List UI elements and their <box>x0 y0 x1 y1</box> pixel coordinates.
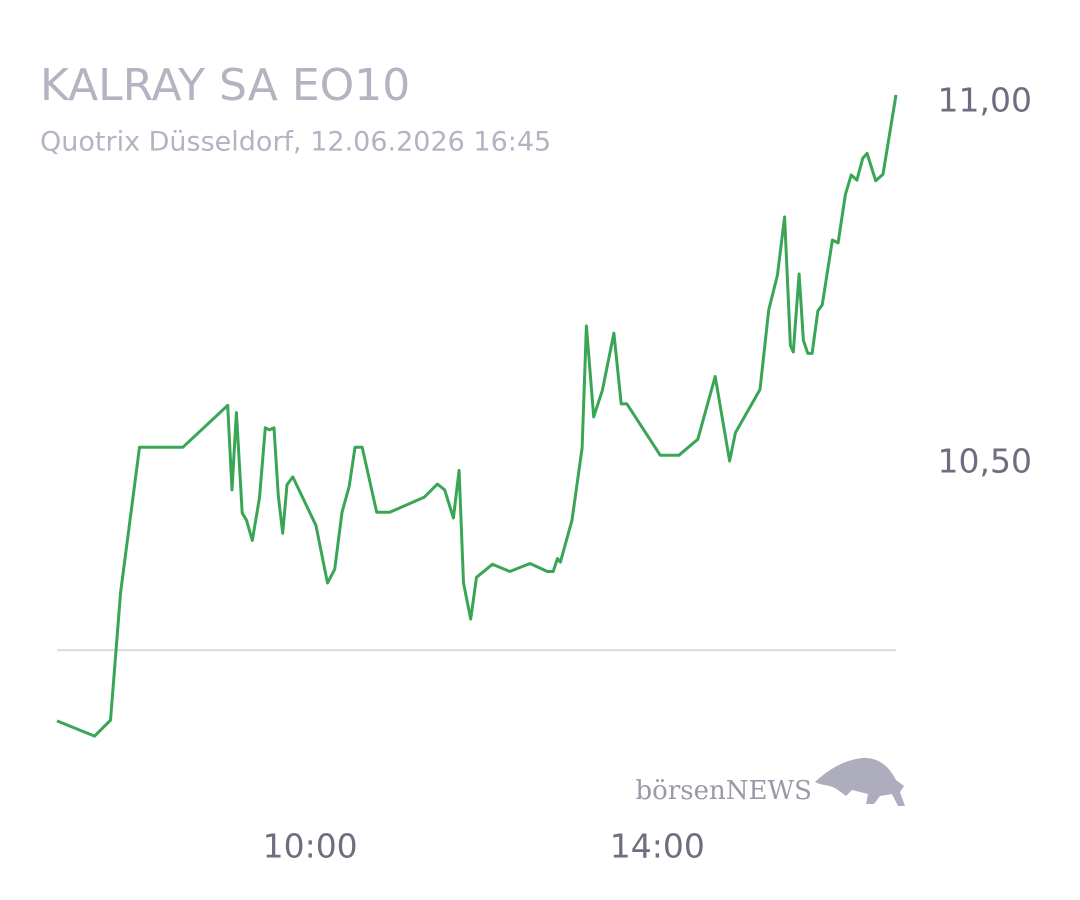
watermark: börsenNEWS <box>636 776 812 806</box>
x-tick-label: 14:00 <box>610 827 705 866</box>
x-tick-label: 10:00 <box>263 827 358 866</box>
chart-title: KALRAY SA EO10 <box>40 60 410 111</box>
chart-subtitle: Quotrix Düsseldorf, 12.06.2026 16:45 <box>40 127 551 158</box>
watermark-bull <box>815 757 905 806</box>
price-line <box>56 94 898 738</box>
y-tick-label: 11,00 <box>938 81 1032 120</box>
y-tick-label: 10,50 <box>938 442 1032 481</box>
